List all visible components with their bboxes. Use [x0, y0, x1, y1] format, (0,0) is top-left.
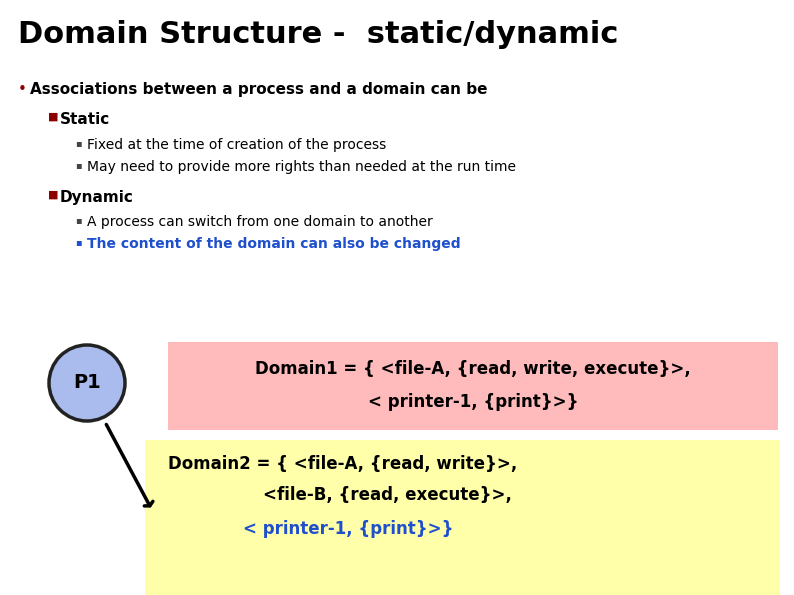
Text: •: • [18, 82, 27, 97]
Text: < printer-1, {print}>}: < printer-1, {print}>} [368, 393, 578, 411]
Text: May need to provide more rights than needed at the run time: May need to provide more rights than nee… [87, 160, 516, 174]
Circle shape [49, 345, 125, 421]
FancyBboxPatch shape [145, 440, 780, 595]
Text: Domain2 = { <file-A, {read, write}>,: Domain2 = { <file-A, {read, write}>, [168, 455, 517, 473]
Text: ▪: ▪ [75, 215, 82, 225]
Text: Associations between a process and a domain can be: Associations between a process and a dom… [30, 82, 488, 97]
Text: ▪: ▪ [75, 160, 82, 170]
Text: < printer-1, {print}>}: < printer-1, {print}>} [243, 520, 453, 538]
Text: ■: ■ [48, 112, 59, 122]
Text: Domain1 = { <file-A, {read, write, execute}>,: Domain1 = { <file-A, {read, write, execu… [255, 360, 691, 378]
Text: A process can switch from one domain to another: A process can switch from one domain to … [87, 215, 433, 229]
Text: ▪: ▪ [75, 237, 82, 247]
Text: <file-B, {read, execute}>,: <file-B, {read, execute}>, [263, 486, 512, 504]
Text: Domain Structure -  static/dynamic: Domain Structure - static/dynamic [18, 20, 619, 49]
Text: ▪: ▪ [75, 138, 82, 148]
FancyBboxPatch shape [168, 342, 778, 430]
Text: ■: ■ [48, 190, 59, 200]
Text: The content of the domain can also be changed: The content of the domain can also be ch… [87, 237, 461, 251]
Text: Static: Static [60, 112, 110, 127]
Text: P1: P1 [73, 374, 101, 393]
Text: Dynamic: Dynamic [60, 190, 134, 205]
Text: Fixed at the time of creation of the process: Fixed at the time of creation of the pro… [87, 138, 386, 152]
